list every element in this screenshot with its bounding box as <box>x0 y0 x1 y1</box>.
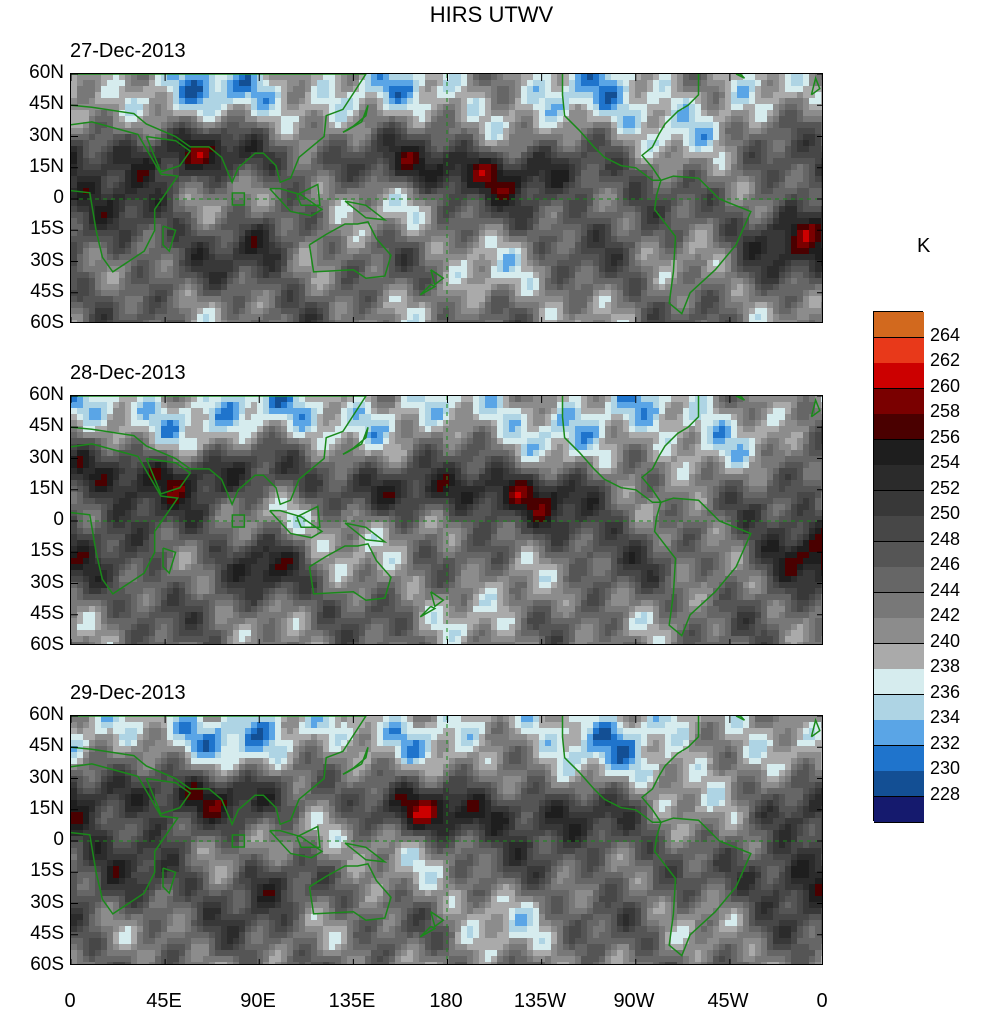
legend-label: 260 <box>930 375 961 396</box>
map-panel-2 <box>70 395 823 645</box>
legend-swatch <box>874 771 924 797</box>
y-tick-label: 60S <box>30 634 64 655</box>
x-tick-90w: 90W <box>613 990 655 1012</box>
legend-swatch <box>874 363 924 389</box>
y-tick-label: 60N <box>29 704 64 725</box>
x-tick-45e: 45E <box>146 990 182 1012</box>
panel-date-1: 27-Dec-2013 <box>70 40 186 62</box>
legend-label: 230 <box>930 758 961 778</box>
legend-label: 250 <box>930 503 961 523</box>
y-tick-label: 45S <box>30 602 64 624</box>
panel-date-2: 28-Dec-2013 <box>70 362 186 384</box>
y-tick-label: 45S <box>30 280 64 302</box>
y-tick-label: 30S <box>30 891 64 913</box>
color-legend <box>873 311 924 823</box>
legend-swatch <box>874 694 924 721</box>
legend-swatch <box>874 796 924 823</box>
legend-swatch <box>874 643 924 670</box>
legend-label: 258 <box>930 401 961 421</box>
panel-date-3: 29-Dec-2013 <box>70 682 186 704</box>
x-tick-90e: 90E <box>240 990 276 1012</box>
legend-label: 242 <box>930 605 961 625</box>
y-tick-label: 30S <box>30 249 64 271</box>
legend-label: 232 <box>930 732 961 753</box>
y-tick-label: 15N <box>29 797 64 819</box>
y-tick-label: 15S <box>30 218 64 240</box>
y-tick-label: 30N <box>29 446 64 468</box>
x-tick-135e: 135E <box>328 990 376 1012</box>
legend-label: 228 <box>930 783 961 804</box>
map-panel-3 <box>70 715 823 965</box>
y-tick-label: 15S <box>30 860 64 882</box>
legend-swatch <box>874 414 924 440</box>
y-tick-label: 45N <box>29 93 64 115</box>
map-panel-1 <box>70 73 823 323</box>
legend-swatch <box>874 490 924 517</box>
y-tick-label: 30S <box>30 571 64 593</box>
y-tick-label: 45S <box>30 922 64 944</box>
legend-swatch <box>874 465 924 491</box>
y-tick-label: 60S <box>30 954 64 975</box>
x-tick-0-end: 0 <box>816 990 828 1012</box>
legend-swatch <box>874 439 924 466</box>
y-tick-label: 60N <box>29 62 64 83</box>
legend-label: 262 <box>930 350 961 370</box>
legend-swatch <box>874 388 924 415</box>
legend-label: 244 <box>930 579 961 600</box>
legend-swatch <box>874 745 924 772</box>
x-tick-0: 0 <box>64 990 76 1012</box>
legend-swatch <box>874 337 924 364</box>
y-tick-label: 45N <box>29 735 64 757</box>
y-tick-label: 60N <box>29 384 64 405</box>
legend-label: 256 <box>930 426 961 447</box>
legend-swatch <box>874 312 924 338</box>
legend-swatch <box>874 516 924 542</box>
legend-swatch <box>874 592 924 619</box>
y-tick-label: 30N <box>29 124 64 146</box>
y-tick-label: 45N <box>29 415 64 437</box>
legend-swatch <box>874 567 924 593</box>
legend-swatch <box>874 618 924 644</box>
x-tick-45w: 45W <box>707 990 749 1012</box>
legend-label: 238 <box>930 656 961 676</box>
legend-label: 254 <box>930 452 961 472</box>
y-tick-label: 60S <box>30 312 64 333</box>
y-tick-label: 15N <box>29 477 64 499</box>
y-tick-label: 15S <box>30 540 64 562</box>
legend-swatch <box>874 720 924 746</box>
legend-label: 236 <box>930 681 961 702</box>
legend-label: 234 <box>930 707 961 727</box>
x-tick-180: 180 <box>429 990 463 1012</box>
legend-unit: K <box>917 235 931 257</box>
legend-label: 248 <box>930 528 961 549</box>
legend-label: 246 <box>930 554 961 574</box>
x-tick-135w: 135W <box>513 990 567 1012</box>
y-tick-label: 15N <box>29 155 64 177</box>
legend-swatch <box>874 669 924 695</box>
legend-label: 240 <box>930 630 961 651</box>
y-tick-label: 30N <box>29 766 64 788</box>
legend-label: 264 <box>930 324 961 345</box>
chart-title: HIRS UTWV <box>429 2 554 27</box>
legend-label: 252 <box>930 477 961 498</box>
y-tick-label: 0 <box>53 509 64 530</box>
y-tick-label: 0 <box>53 829 64 850</box>
y-tick-label: 0 <box>53 187 64 208</box>
legend-swatch <box>874 541 924 568</box>
